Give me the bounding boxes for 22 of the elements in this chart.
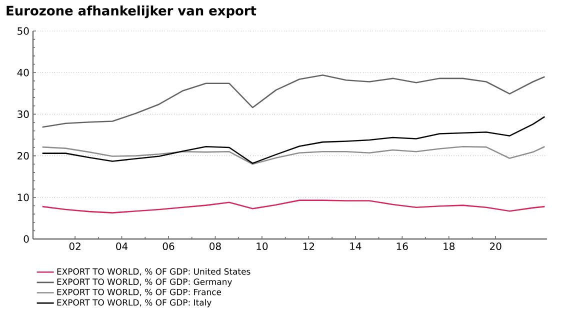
x-tick-label: 16 [396, 242, 408, 250]
legend-label: EXPORT TO WORLD, % OF GDP: Italy [57, 299, 212, 308]
x-tick-label: 08 [210, 242, 221, 250]
y-tick-label: 20 [18, 152, 29, 160]
y-tick-label: 10 [18, 194, 29, 202]
legend-label: EXPORT TO WORLD, % OF GDP: Germany [57, 278, 232, 287]
x-tick-label: 02 [69, 242, 80, 250]
y-tick-label: 40 [17, 68, 29, 76]
y-tick-label: 50 [18, 27, 29, 35]
x-tick-label: 10 [256, 242, 268, 250]
y-tick-label: 0 [24, 235, 29, 243]
x-tick-label: 06 [162, 242, 174, 250]
x-tick-label: 04 [116, 242, 128, 250]
x-tick-label: 20 [490, 242, 502, 250]
legend-label: EXPORT TO WORLD, % OF GDP: France [57, 288, 222, 296]
chart-title: Eurozone afhankelijker van export [6, 6, 256, 18]
line-series [42, 74, 546, 128]
x-tick-label: 12 [303, 242, 314, 250]
x-tick-label: 18 [444, 242, 455, 250]
y-tick-label: 30 [18, 110, 29, 118]
x-tick-label: 14 [350, 242, 362, 250]
legend-label: EXPORT TO WORLD, % OF GDP: United States [57, 268, 250, 276]
